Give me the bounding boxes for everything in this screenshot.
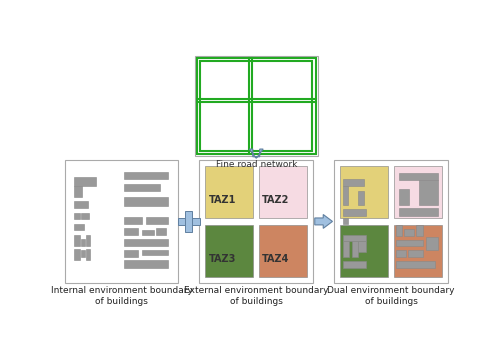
- Bar: [340, 166, 388, 218]
- Bar: [343, 261, 365, 268]
- Bar: [343, 241, 349, 257]
- FancyArrow shape: [315, 215, 332, 228]
- Bar: [86, 235, 90, 246]
- Bar: [74, 235, 80, 246]
- Bar: [74, 224, 84, 230]
- Bar: [64, 160, 178, 283]
- Bar: [399, 173, 438, 180]
- Bar: [124, 239, 168, 246]
- Bar: [340, 225, 388, 277]
- Bar: [426, 237, 438, 250]
- Bar: [206, 166, 253, 218]
- Bar: [396, 250, 406, 257]
- Bar: [86, 249, 90, 260]
- Text: Dual environment boundary
of buildings: Dual environment boundary of buildings: [327, 286, 455, 306]
- Bar: [343, 209, 365, 216]
- Bar: [124, 197, 168, 206]
- Bar: [399, 208, 438, 216]
- Bar: [396, 225, 402, 236]
- Bar: [396, 261, 434, 268]
- Text: External environment boundary
of buildings: External environment boundary of buildin…: [184, 286, 328, 306]
- Bar: [124, 260, 168, 268]
- Bar: [394, 166, 442, 218]
- Text: Fine road network: Fine road network: [216, 160, 297, 169]
- Bar: [197, 58, 316, 154]
- Bar: [200, 61, 312, 151]
- Bar: [358, 241, 366, 253]
- Text: Internal environment boundary
of buildings: Internal environment boundary of buildin…: [50, 286, 193, 306]
- Bar: [74, 249, 80, 260]
- Text: TAZ1: TAZ1: [208, 195, 236, 205]
- Bar: [178, 218, 200, 225]
- Bar: [352, 241, 358, 257]
- Bar: [260, 166, 307, 218]
- Bar: [81, 250, 85, 257]
- Bar: [396, 240, 422, 246]
- Bar: [156, 228, 166, 235]
- Bar: [420, 180, 438, 205]
- Bar: [408, 250, 422, 257]
- Bar: [146, 217, 169, 224]
- Bar: [343, 218, 348, 224]
- Bar: [74, 186, 82, 197]
- Bar: [200, 160, 313, 283]
- Text: TAZ2: TAZ2: [262, 195, 289, 205]
- Bar: [206, 225, 253, 277]
- Bar: [404, 229, 414, 236]
- Bar: [124, 172, 168, 179]
- Bar: [124, 217, 142, 224]
- Bar: [343, 235, 365, 241]
- Bar: [124, 228, 138, 235]
- Bar: [81, 239, 85, 246]
- Bar: [260, 225, 307, 277]
- Text: TAZ3: TAZ3: [208, 254, 236, 264]
- Bar: [394, 225, 442, 277]
- Bar: [399, 189, 409, 205]
- Bar: [74, 213, 80, 219]
- Text: TAZ4: TAZ4: [262, 254, 289, 264]
- Bar: [334, 160, 448, 283]
- Bar: [142, 250, 169, 255]
- Bar: [343, 186, 348, 205]
- Bar: [124, 250, 138, 257]
- Bar: [74, 177, 96, 186]
- FancyArrow shape: [250, 149, 263, 158]
- Bar: [358, 192, 364, 205]
- Bar: [343, 179, 363, 186]
- Bar: [124, 184, 160, 192]
- Bar: [74, 201, 88, 208]
- Bar: [81, 213, 89, 219]
- Bar: [186, 211, 192, 232]
- Bar: [142, 230, 154, 235]
- Bar: [194, 56, 318, 156]
- Bar: [416, 225, 422, 236]
